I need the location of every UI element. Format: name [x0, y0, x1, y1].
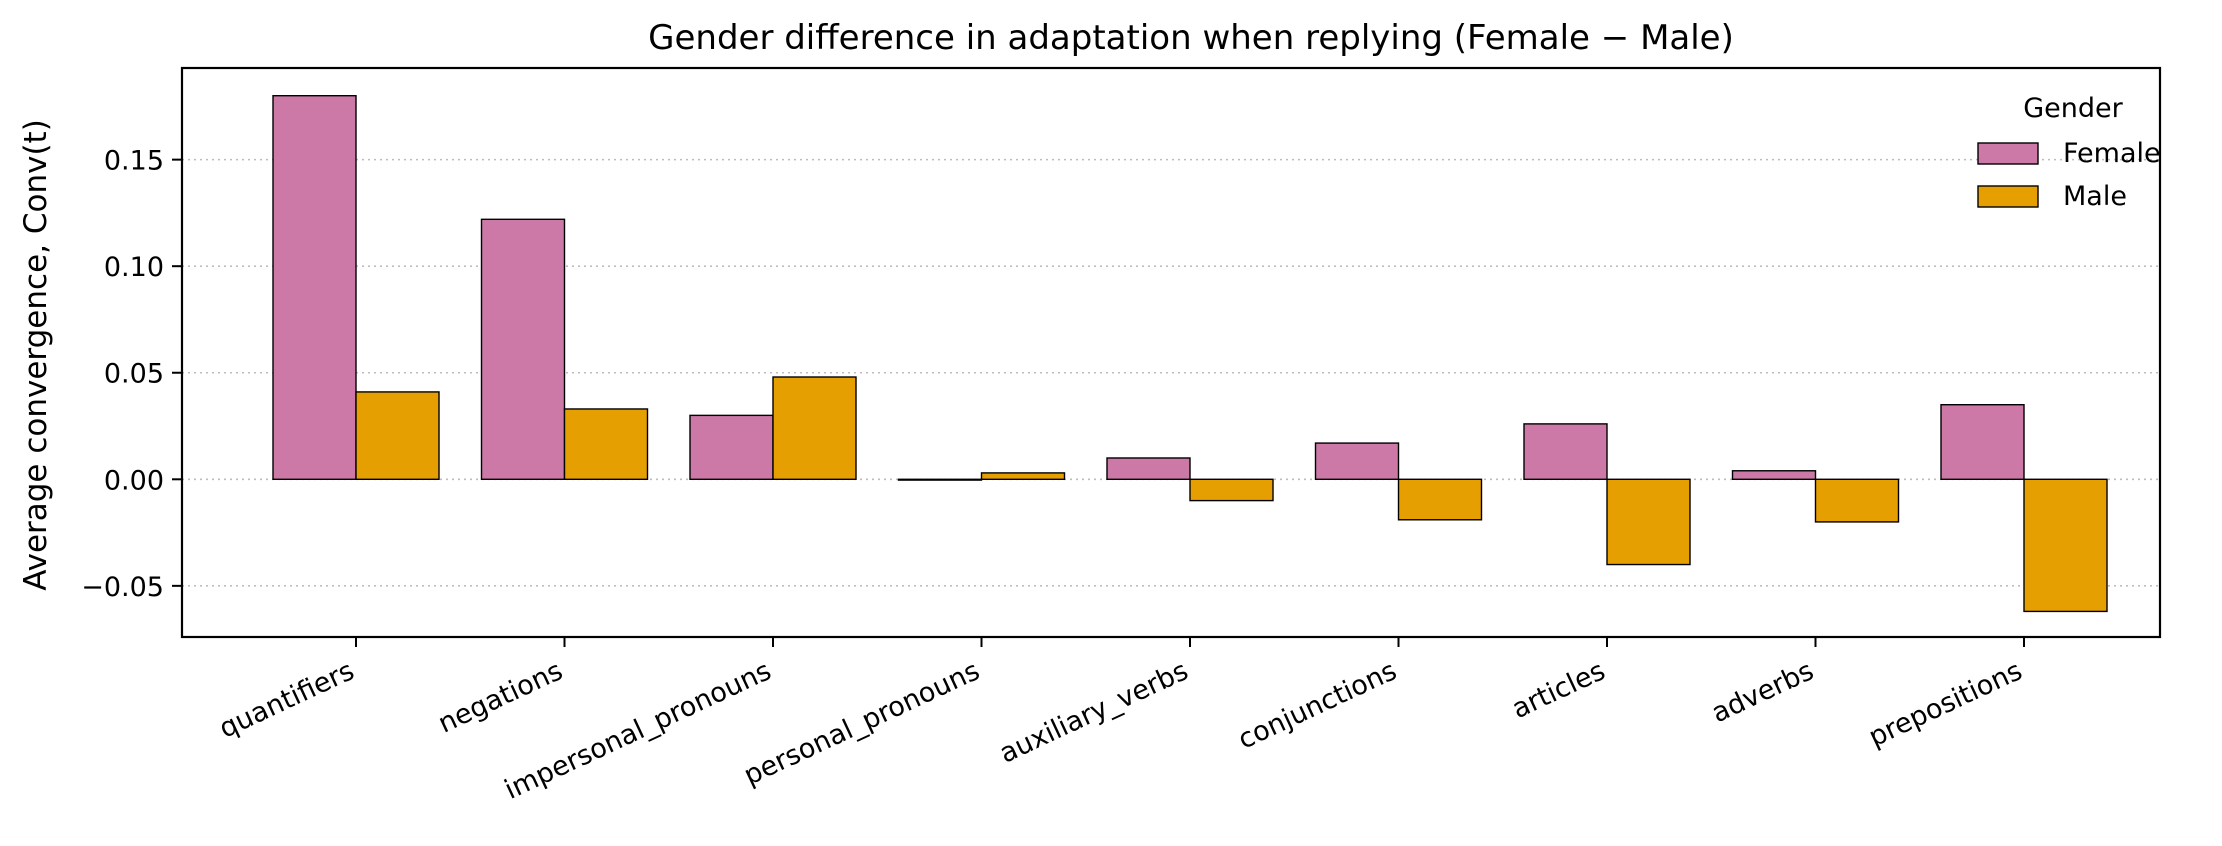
legend-title: Gender	[2023, 93, 2123, 124]
plot-frame	[180, 66, 2162, 639]
bar-female-articles	[1523, 423, 1608, 480]
bar-female-auxiliary_verbs	[1106, 457, 1191, 480]
x-axis-ticks: quantifiers negationsimpersonal_pronounsp…	[215, 637, 2027, 806]
bar-male-articles	[1606, 478, 1691, 566]
bar-male-adverbs	[1814, 478, 1900, 523]
bar-male-conjunctions	[1397, 478, 1483, 521]
bars	[272, 95, 2108, 613]
x-tick-label-quantifiers: quantifiers	[215, 655, 359, 744]
bar-male-prepositions	[2023, 478, 2108, 613]
bar-male-impersonal_pronouns	[772, 376, 857, 480]
y-axis-ticks: −0.05 0.00 0.05 0.10 0.15	[81, 146, 182, 603]
bar-female-prepositions	[1940, 404, 2025, 480]
x-tick-label-negations: negations	[434, 655, 568, 739]
y-tick-label: 0.15	[104, 146, 164, 177]
bar-male-quantifiers	[355, 391, 440, 480]
y-tick-label: 0.00	[104, 465, 164, 496]
y-tick-label: 0.05	[104, 359, 164, 390]
y-axis-label: Average convergence, Conv(t)	[18, 119, 54, 591]
bar-male-negations	[563, 408, 649, 480]
legend: Gender Female Male	[1977, 93, 2161, 212]
legend-swatch-female	[1977, 142, 2039, 165]
x-tick-label-prepositions: prepositions	[1864, 655, 2027, 753]
bar-female-conjunctions	[1314, 442, 1400, 480]
x-tick-label-adverbs: adverbs	[1707, 655, 1819, 729]
bar-female-impersonal_pronouns	[689, 414, 774, 480]
bar-female-adverbs	[1731, 470, 1817, 480]
x-tick-label-conjunctions: conjunctions	[1234, 655, 1402, 755]
y-tick-label: −0.05	[81, 572, 164, 603]
bar-male-auxiliary_verbs	[1189, 478, 1274, 502]
bar-female-personal_pronouns	[897, 478, 983, 481]
x-tick-label-personal_pronouns: personal_pronouns	[739, 655, 984, 791]
x-tick-label-auxiliary_verbs: auxiliary_verbs	[995, 655, 1193, 769]
legend-label-female: Female	[2063, 138, 2161, 169]
y-tick-label: 0.10	[104, 252, 164, 283]
chart-title: Gender difference in adaptation when rep…	[648, 18, 1734, 58]
bar-female-quantifiers	[272, 95, 357, 480]
legend-label-male: Male	[2063, 181, 2127, 212]
bar-female-negations	[480, 218, 566, 480]
legend-swatch-male	[1977, 185, 2039, 208]
x-tick-label-articles: articles	[1507, 655, 1610, 725]
bar-male-personal_pronouns	[980, 472, 1066, 480]
